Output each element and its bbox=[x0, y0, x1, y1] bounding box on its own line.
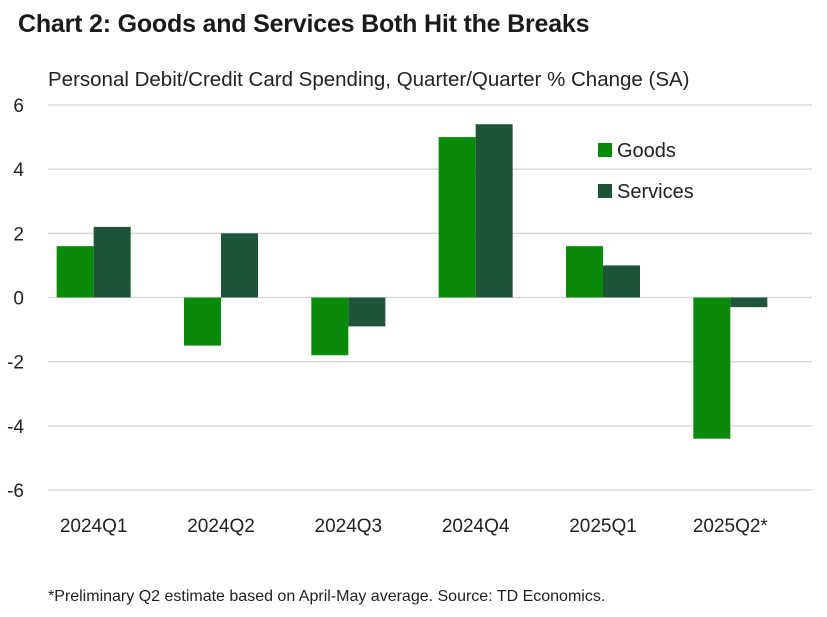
bar-services-2024q3 bbox=[348, 297, 386, 327]
y-tick-label: -6 bbox=[7, 481, 24, 502]
bar-services-2024q1 bbox=[93, 226, 131, 298]
legend-label-goods: Goods bbox=[617, 140, 676, 162]
x-tick-label: 2024Q3 bbox=[315, 516, 383, 537]
chart-subtitle: Personal Debit/Credit Card Spending, Qua… bbox=[48, 68, 690, 91]
axis-labels: 6 4 2 0 -2 -4 -6 2024Q1 2024Q2 2024Q3 2024Q4 2025Q1… bbox=[7, 96, 768, 537]
legend-swatch-goods bbox=[598, 143, 612, 157]
y-tick-label: -4 bbox=[7, 417, 24, 438]
legend: Goods Services bbox=[598, 140, 694, 203]
bar-goods-2024q3 bbox=[311, 297, 349, 356]
y-tick-label: 4 bbox=[13, 160, 24, 181]
bar-services-2025q2 bbox=[730, 297, 768, 308]
legend-swatch-services bbox=[598, 184, 612, 198]
bars bbox=[56, 124, 768, 439]
bar-services-2024q4 bbox=[475, 124, 513, 298]
bar-goods-2024q2 bbox=[184, 297, 221, 346]
x-tick-label: 2024Q4 bbox=[442, 516, 510, 537]
legend-label-services: Services bbox=[617, 181, 694, 203]
x-tick-label: 2024Q2 bbox=[187, 516, 255, 537]
chart-title: Chart 2: Goods and Services Both Hit the… bbox=[18, 10, 590, 38]
bar-goods-2024q4 bbox=[438, 137, 476, 298]
y-tick-label: 2 bbox=[13, 224, 24, 245]
x-tick-label: 2025Q1 bbox=[569, 516, 637, 537]
y-tick-label: 6 bbox=[13, 96, 24, 117]
bar-goods-2024q1 bbox=[56, 246, 94, 298]
x-tick-label: 2024Q1 bbox=[60, 516, 128, 537]
gridlines bbox=[48, 104, 812, 491]
bar-goods-2025q2 bbox=[693, 297, 731, 439]
footnote: *Preliminary Q2 estimate based on April-… bbox=[48, 588, 606, 605]
x-tick-label: 2025Q2* bbox=[693, 516, 769, 537]
y-tick-label: 0 bbox=[13, 289, 24, 310]
bar-goods-2025q1 bbox=[566, 246, 603, 298]
y-tick-label: -2 bbox=[7, 353, 24, 374]
bar-services-2024q2 bbox=[221, 233, 258, 298]
bar-services-2025q1 bbox=[603, 265, 640, 298]
